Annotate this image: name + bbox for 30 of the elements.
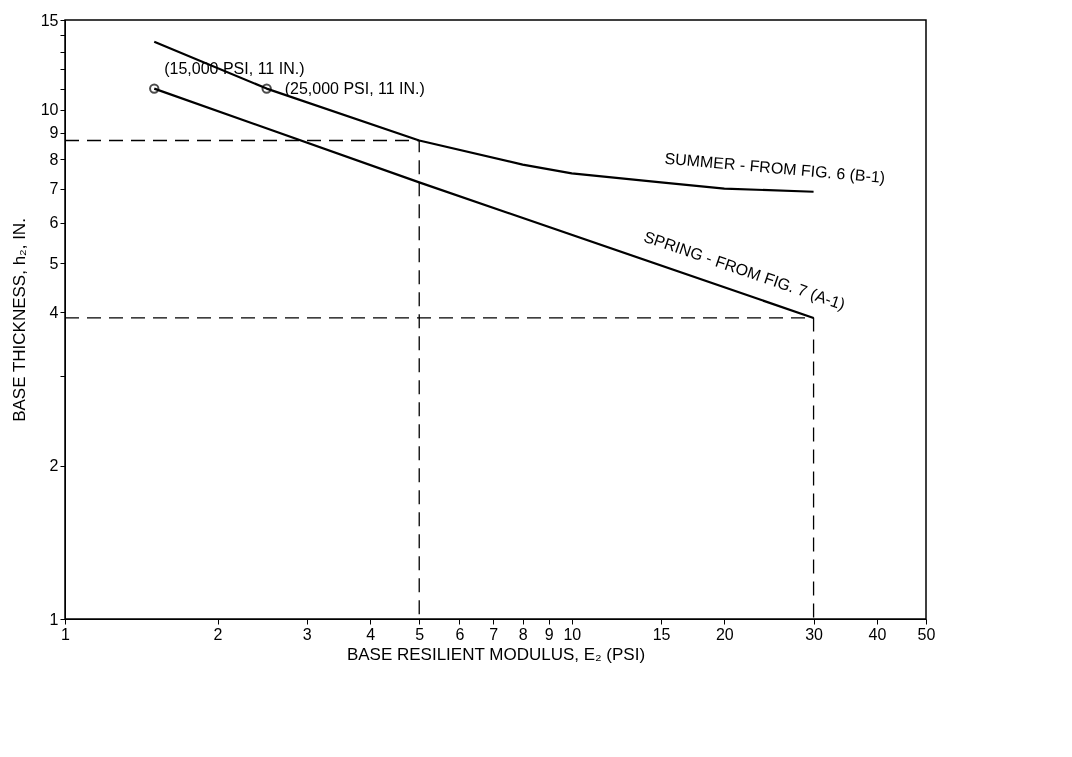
x-tick-label: 15	[652, 625, 671, 643]
y-tick-label: 10	[40, 101, 59, 119]
y-tick-label: 5	[49, 254, 59, 272]
annotation: (15,000 PSI, 11 IN.)	[164, 59, 305, 77]
x-tick-label: 7	[489, 625, 499, 643]
y-tick-label: 9	[49, 124, 59, 142]
x-tick-label: 30	[805, 625, 824, 643]
x-tick-label: 20	[715, 625, 734, 643]
x-tick-label: 2	[213, 625, 223, 643]
y-tick-label: 1	[49, 610, 59, 628]
x-tick-label: 50	[917, 625, 936, 643]
y-tick-label: 7	[49, 180, 59, 198]
y-tick-label: 2	[49, 457, 59, 475]
series-label: SUMMER - FROM FIG. 6 (B-1)	[663, 149, 886, 186]
annotation: (25,000 PSI, 11 IN.)	[284, 79, 425, 97]
y-axis-title: BASE THICKNESS, h₂, IN.	[9, 218, 29, 422]
x-tick-label: 40	[868, 625, 887, 643]
y-tick-label: 6	[49, 214, 59, 232]
x-tick-label: 9	[544, 625, 554, 643]
x-tick-label: 1	[61, 625, 71, 643]
x-tick-label: 8	[518, 625, 528, 643]
x-tick-label: 5	[415, 625, 425, 643]
x-tick-label: 4	[366, 625, 376, 643]
x-tick-label: 6	[455, 625, 465, 643]
x-tick-label: 3	[302, 625, 312, 643]
x-tick-label: 10	[563, 625, 582, 643]
y-tick-label: 8	[49, 150, 59, 168]
y-tick-label: 4	[49, 303, 59, 321]
x-axis-title: BASE RESILIENT MODULUS, E₂ (PSI)	[346, 644, 646, 664]
y-tick-label: 15	[40, 11, 59, 29]
